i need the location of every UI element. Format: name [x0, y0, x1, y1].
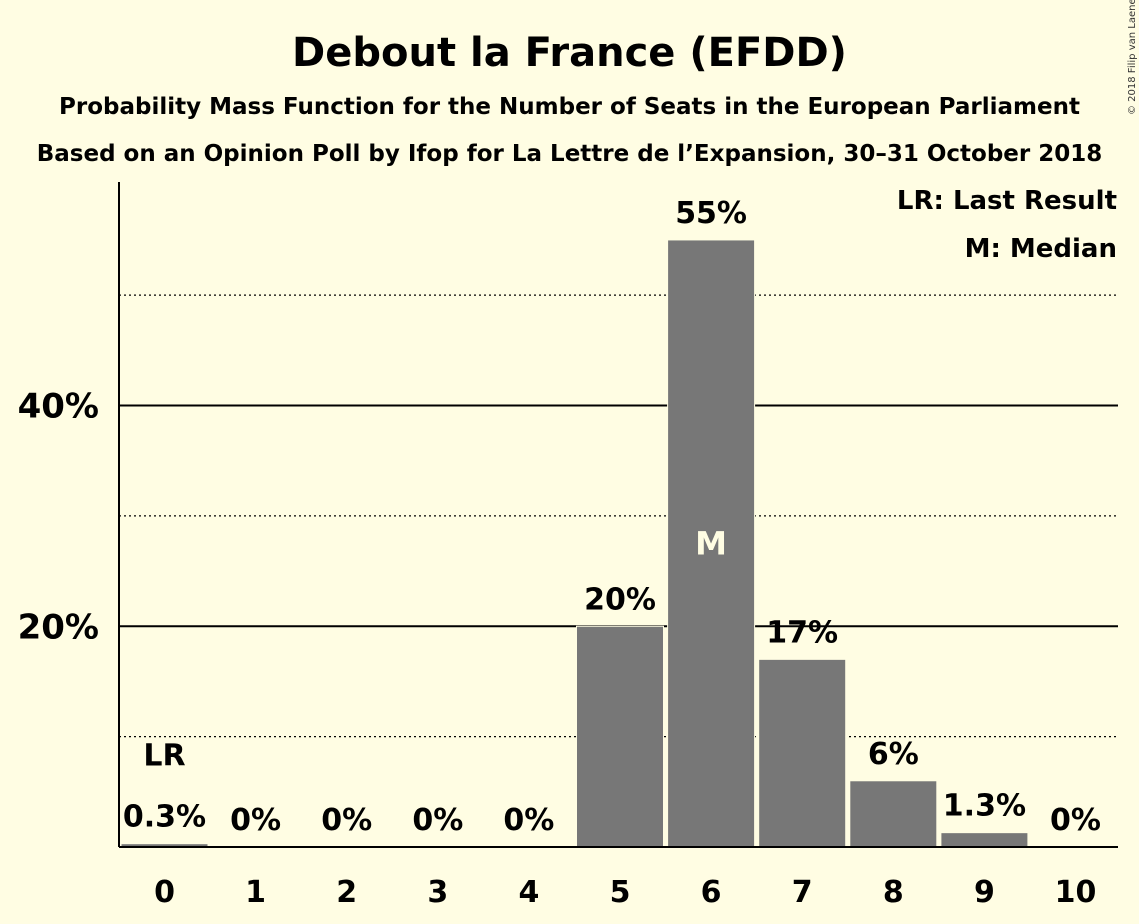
bar-value-label-6: 55% [675, 196, 747, 231]
x-tick-label-3: 3 [427, 875, 448, 910]
bar-7 [758, 658, 847, 848]
x-tick-label-2: 2 [336, 875, 357, 910]
bar-value-label-9: 1.3% [943, 789, 1026, 824]
x-tick-label-9: 9 [974, 875, 995, 910]
bar-value-label-2: 0% [321, 803, 372, 838]
copyright-notice: © 2018 Filip van Laenen [1127, 0, 1138, 115]
bar-value-label-8: 6% [868, 737, 919, 772]
bar-value-label-4: 0% [503, 803, 554, 838]
bar-5 [576, 625, 664, 848]
y-tick-label: 40% [18, 387, 99, 427]
legend-median: M: Median [965, 234, 1117, 264]
x-tick-label-0: 0 [154, 875, 175, 910]
bar-value-label-0: 0.3% [123, 800, 206, 835]
bar-value-label-1: 0% [230, 803, 281, 838]
chart-subtitle-1: Probability Mass Function for the Number… [59, 94, 1080, 120]
median-marker: M [695, 524, 727, 562]
chart-subtitle-2: Based on an Opinion Poll by Ifop for La … [37, 141, 1103, 167]
last-result-marker: LR [143, 739, 185, 774]
bar-9 [940, 832, 1029, 848]
x-tick-label-6: 6 [701, 875, 722, 910]
bars [120, 239, 1029, 848]
bar-labels: 0.3% 0% 0% 0% 0% 20% 55% 17% 6% 1.3% 0% [123, 196, 1101, 838]
chart-title: Debout la France (EFDD) [292, 30, 847, 76]
bar-value-label-7: 17% [766, 615, 838, 650]
y-tick-labels: 20% 40% [18, 387, 99, 648]
x-tick-label-7: 7 [792, 875, 813, 910]
legend-last-result: LR: Last Result [897, 186, 1117, 216]
x-tick-label-10: 10 [1055, 875, 1097, 910]
bar-value-label-10: 0% [1050, 803, 1101, 838]
x-tick-label-4: 4 [518, 875, 539, 910]
markers: LR M [143, 524, 727, 773]
bar-8 [849, 780, 938, 848]
bar-value-label-3: 0% [412, 803, 463, 838]
bar-value-label-5: 20% [584, 582, 656, 617]
x-tick-label-8: 8 [883, 875, 904, 910]
axes [118, 182, 1118, 848]
x-tick-label-5: 5 [610, 875, 631, 910]
x-tick-label-1: 1 [245, 875, 266, 910]
bar-6 [667, 239, 756, 848]
y-tick-label: 20% [18, 607, 99, 647]
x-tick-labels: 0 1 2 3 4 5 6 7 8 9 10 [154, 875, 1096, 910]
